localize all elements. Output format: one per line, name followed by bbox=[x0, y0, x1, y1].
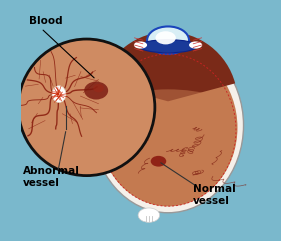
Ellipse shape bbox=[151, 156, 166, 167]
Text: Normal
vessel: Normal vessel bbox=[193, 184, 236, 206]
Ellipse shape bbox=[84, 81, 108, 100]
Ellipse shape bbox=[104, 89, 232, 133]
Ellipse shape bbox=[93, 84, 104, 92]
Ellipse shape bbox=[92, 38, 244, 213]
Text: Blood: Blood bbox=[29, 16, 63, 26]
Circle shape bbox=[20, 40, 153, 174]
Text: Abnormal
vessel: Abnormal vessel bbox=[23, 166, 80, 187]
Circle shape bbox=[18, 39, 155, 176]
Ellipse shape bbox=[56, 91, 62, 98]
Ellipse shape bbox=[139, 40, 197, 53]
Ellipse shape bbox=[147, 27, 189, 54]
Ellipse shape bbox=[134, 41, 147, 49]
Ellipse shape bbox=[99, 49, 237, 206]
Ellipse shape bbox=[52, 86, 66, 102]
Wedge shape bbox=[101, 32, 235, 101]
Ellipse shape bbox=[155, 31, 176, 44]
Ellipse shape bbox=[138, 208, 160, 222]
Ellipse shape bbox=[189, 41, 202, 49]
